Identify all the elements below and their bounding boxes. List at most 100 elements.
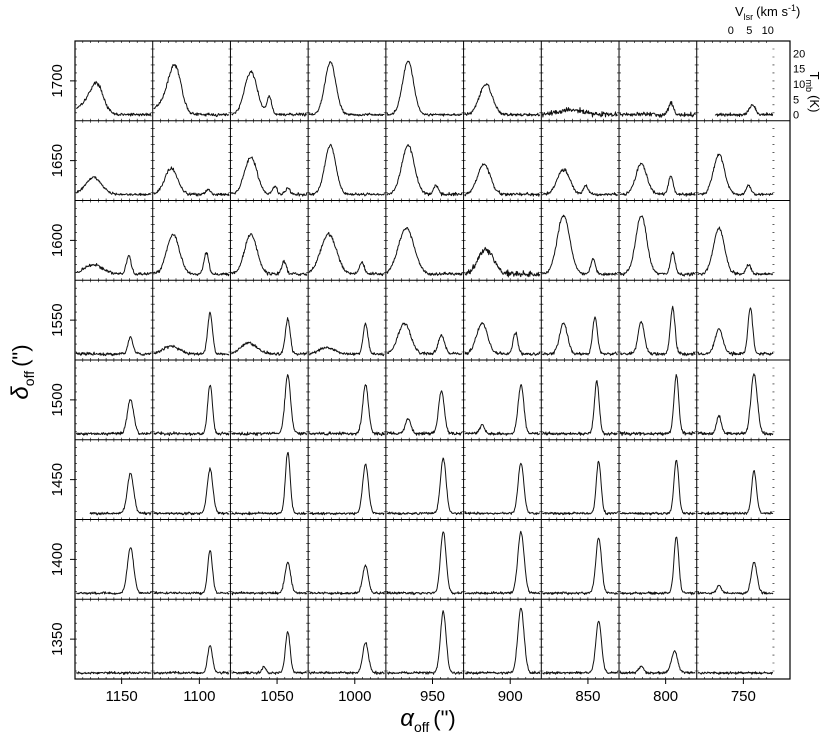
spectrum-line [697, 561, 774, 596]
spectrum-line [231, 233, 308, 277]
x-tick-label: 1000 [338, 688, 371, 705]
velocity-symbol: V [735, 4, 744, 19]
spectrum-line [386, 60, 463, 117]
spectrum-line [619, 374, 696, 437]
spectrum-line [697, 226, 774, 276]
spectrum-line [541, 316, 618, 356]
spectrum-line [619, 215, 696, 277]
spectrum-line [620, 536, 696, 596]
velocity-tick-label: 5 [746, 25, 752, 37]
spectrum-line [231, 561, 308, 596]
spectrum-line [75, 671, 152, 675]
y-tick-label: 1500 [49, 383, 66, 416]
temperature-ticks: 0 5 10 15 20 [793, 48, 805, 121]
temperature-tick-label: 20 [793, 48, 805, 60]
spectrum-line [386, 457, 463, 516]
minor-ticks [75, 41, 775, 679]
velocity-tick-label: 0 [728, 25, 734, 37]
spectrum-line [308, 143, 385, 197]
spectrum-line [464, 607, 541, 675]
velocity-axis-title: Vlsr (km s-1) [735, 3, 800, 22]
spectrum-line [697, 671, 773, 675]
x-tick-label: 1150 [105, 688, 137, 705]
spectrum-line [464, 163, 540, 197]
minor-tick-path [75, 41, 775, 679]
temperature-symbol: T [807, 72, 822, 80]
spectrum-line [76, 80, 152, 117]
velocity-subscript: lsr [744, 12, 754, 22]
spectrum-line [231, 70, 307, 117]
spectra-layer [75, 60, 774, 675]
x-tick-label: 750 [731, 688, 756, 705]
y-axis-symbol: δ [7, 386, 34, 400]
spectrum-line [620, 305, 696, 357]
spectrum-line [309, 564, 385, 596]
spectrum-line [620, 459, 696, 516]
spectrum-line [464, 83, 541, 117]
x-axis-symbol: α [400, 705, 415, 732]
velocity-ticks: 0 5 10 [728, 25, 774, 37]
spectrum-line [153, 550, 230, 596]
spectrum-line [309, 463, 385, 516]
spectrum-line [308, 231, 385, 277]
spectrum-line [697, 153, 774, 196]
y-axis-title: δoff (") [7, 344, 37, 399]
x-tick-label: 900 [498, 688, 523, 705]
spectrum-line [231, 317, 308, 356]
y-tick-label: 1650 [49, 144, 66, 177]
spectrum-line [541, 107, 618, 118]
velocity-unit-close: ) [796, 4, 800, 19]
velocity-unit-exponent: -1 [788, 3, 796, 13]
spectrum-line [464, 322, 541, 356]
x-axis-title: αoff (") [400, 705, 455, 735]
spectrum-line [697, 373, 774, 436]
temperature-tick-label: 15 [793, 64, 805, 76]
spectrum-line [697, 307, 774, 357]
spectrum-line [153, 233, 230, 277]
x-tick-label: 850 [575, 688, 600, 705]
spectrum-line [153, 64, 230, 118]
spectrum-line [75, 547, 152, 595]
spectrum-line [541, 214, 618, 277]
y-tick-label: 1400 [49, 543, 66, 576]
temperature-tick-label: 0 [793, 110, 799, 122]
x-tick-label: 1050 [260, 688, 293, 705]
spectrum-line [541, 380, 618, 436]
spectrum-line [619, 101, 696, 118]
spectrum-line [153, 645, 230, 675]
temperature-tick-label: 5 [793, 94, 799, 106]
spectrum-line [153, 166, 230, 197]
spectrum-line [153, 384, 230, 436]
x-tick-label: 800 [653, 688, 678, 705]
spectrum-line [541, 460, 618, 516]
spectrum-line [308, 384, 385, 437]
spectrum-line [76, 254, 152, 276]
temperature-subscript: mb [804, 80, 814, 93]
x-tick-label: 950 [420, 688, 445, 705]
spectrum-line [308, 61, 385, 117]
velocity-unit: (km s [756, 4, 788, 19]
y-tick-label: 1600 [49, 224, 66, 257]
spectrum-line [464, 530, 541, 595]
spectrum-line [153, 467, 230, 516]
y-tick-label: 1450 [49, 463, 66, 496]
tick-labels: 1150 1100 1050 1000 950 900 850 800 750 1700 1650 1… [49, 64, 756, 705]
x-tick-label: 1100 [183, 688, 215, 705]
spectrum-line [620, 162, 696, 197]
spectrum-line [308, 322, 385, 357]
spectrum-line [231, 374, 308, 437]
spectrum-line [386, 144, 463, 197]
y-tick-label: 1700 [49, 64, 66, 97]
spectrum-line [231, 631, 307, 675]
spectrum-line [75, 336, 152, 357]
spectrum-line [308, 642, 385, 675]
temperature-tick-label: 10 [793, 79, 805, 91]
temperature-axis-title: Tmb (K) [804, 72, 822, 113]
spectrum-line [75, 399, 152, 436]
spectrum-line [464, 384, 541, 436]
spectrum-line [89, 472, 152, 516]
spectrum-line [386, 390, 463, 436]
spectrum-line [464, 246, 541, 278]
spectrum-line [386, 610, 463, 675]
